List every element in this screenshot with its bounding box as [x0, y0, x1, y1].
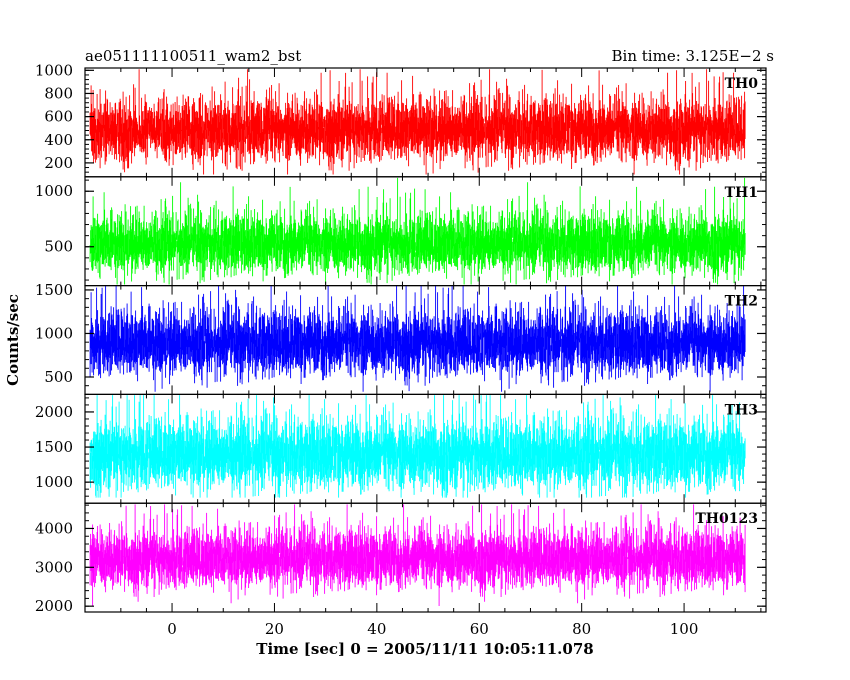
- x-tick-label: 40: [367, 620, 386, 638]
- y-tick-label: 200: [44, 154, 73, 172]
- y-tick-label: 1000: [35, 182, 73, 200]
- y-tick-label: 4000: [35, 519, 73, 537]
- y-tick-label: 500: [44, 238, 73, 256]
- chart-title-right: Bin time: 3.125E−2 s: [612, 47, 774, 65]
- chart-title-left: ae051111100511_wam2_bst: [85, 47, 301, 65]
- panel-label: TH1: [725, 185, 758, 201]
- panel-label: TH0123: [695, 511, 758, 527]
- y-tick-label: 400: [44, 131, 73, 149]
- panels-group: 200 400 600 800 1000 TH0 500 1000 TH1 500 1000 1500…: [35, 61, 767, 615]
- series-th3: [89, 395, 746, 498]
- y-tick-label: 500: [44, 368, 73, 386]
- panel-th3: 1000 1500 2000 TH3: [35, 393, 767, 504]
- x-axis-label: Time [sec] 0 = 2005/11/11 10:05:11.078: [256, 640, 593, 658]
- panel-label: TH0: [725, 76, 759, 92]
- series-th2: [89, 285, 746, 392]
- x-tick-label: 100: [670, 620, 699, 638]
- x-tick-label: 20: [265, 620, 284, 638]
- x-tick-label: 60: [470, 620, 489, 638]
- series-th0: [89, 69, 746, 175]
- y-tick-label: 2000: [35, 403, 73, 421]
- x-tick-label: 0: [167, 620, 177, 638]
- panel-label: TH2: [725, 294, 758, 310]
- x-tick-label: 80: [572, 620, 591, 638]
- panel-th1: 500 1000 TH1: [35, 176, 767, 287]
- panel-label: TH3: [725, 402, 758, 418]
- y-axis-label: Counts/sec: [4, 294, 22, 386]
- panel-th2: 500 1000 1500 TH2: [35, 281, 767, 396]
- x-axis: 0 20 40 60 80 100: [167, 620, 698, 638]
- panel-th0123: 2000 3000 4000 TH0123: [35, 502, 767, 615]
- series-th0123: [89, 504, 746, 606]
- y-tick-label: 1500: [35, 438, 73, 456]
- y-tick-label: 1000: [35, 473, 73, 491]
- y-tick-label: 3000: [35, 558, 73, 576]
- series-th1: [89, 177, 746, 285]
- y-tick-label: 2000: [35, 597, 73, 615]
- y-tick-label: 1500: [35, 281, 73, 299]
- y-tick-label: 1000: [35, 324, 73, 342]
- y-tick-label: 600: [44, 108, 73, 126]
- panel-frame: [84, 502, 767, 613]
- y-tick-label: 800: [44, 84, 73, 102]
- panel-th0: 200 400 600 800 1000 TH0: [35, 61, 767, 178]
- y-tick-label: 1000: [35, 61, 73, 79]
